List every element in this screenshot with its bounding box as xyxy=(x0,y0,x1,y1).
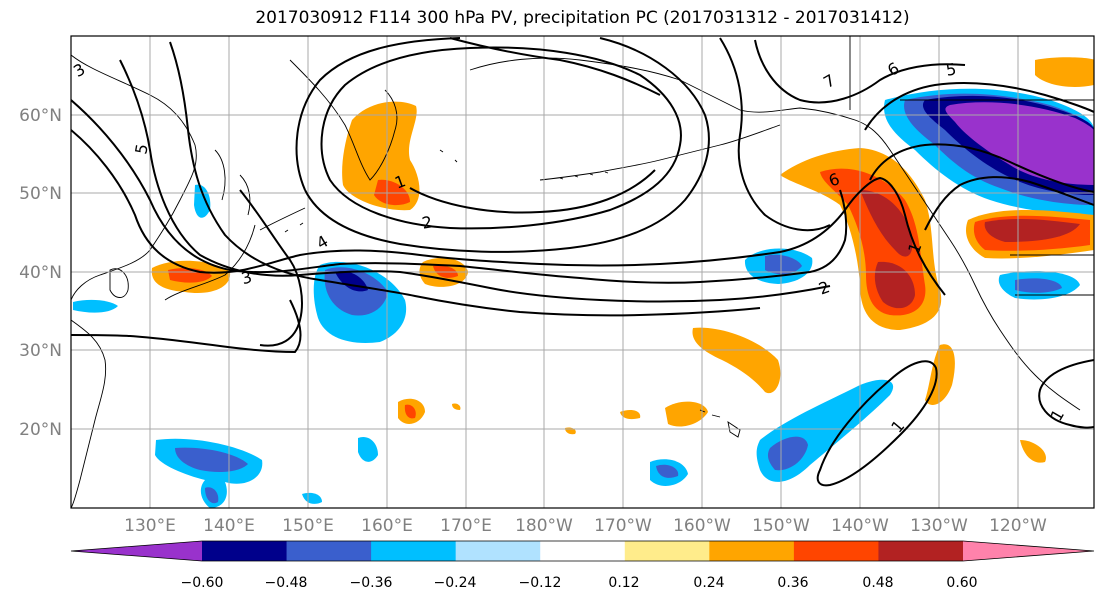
colorbar-tick-label: −0.12 xyxy=(519,575,562,591)
colorbar-segment xyxy=(624,541,710,561)
longitude-labels: 130°E 140°E 150°E 160°E 170°E 180°W 170°… xyxy=(124,516,1047,536)
map-frame xyxy=(70,35,1095,509)
lat-label-50n: 50°N xyxy=(19,184,62,204)
colorbar-segment xyxy=(878,541,964,561)
lon-label-140w: 140°W xyxy=(831,516,889,536)
lat-label-60n: 60°N xyxy=(19,106,62,126)
colorbar-tick-label: 0.48 xyxy=(862,575,893,591)
colorbar-segment xyxy=(455,541,541,561)
colorbar-segment xyxy=(286,541,372,561)
colorbar-outline xyxy=(70,540,1095,562)
colorbar-tick-label: −0.24 xyxy=(434,575,477,591)
lon-label-180w: 180°W xyxy=(515,516,573,536)
lon-label-160w: 160°W xyxy=(673,516,731,536)
lon-label-130e: 130°E xyxy=(124,516,176,536)
lon-label-150e: 150°E xyxy=(282,516,334,536)
lon-label-150w: 150°W xyxy=(752,516,810,536)
colorbar-tick-label: 0.24 xyxy=(693,575,724,591)
lat-label-20n: 20°N xyxy=(19,420,62,440)
map-title: 2017030912 F114 300 hPa PV, precipitatio… xyxy=(255,8,910,28)
lon-label-160e: 160°E xyxy=(361,516,413,536)
latitude-labels: 60°N 50°N 40°N 30°N 20°N xyxy=(19,106,62,440)
contour-label: 5 xyxy=(131,142,151,155)
colorbar-extend-low xyxy=(71,541,202,561)
colorbar-segment xyxy=(202,541,288,561)
contour-label: 3 xyxy=(239,267,254,288)
colorbar-extend-high xyxy=(963,541,1094,561)
colorbar-tick-label: −0.36 xyxy=(350,575,393,591)
precip-shading xyxy=(73,57,1094,508)
colorbar-tick-label: 0.60 xyxy=(946,575,977,591)
lon-label-130w: 130°W xyxy=(910,516,968,536)
colorbar-segment xyxy=(371,541,457,561)
lat-label-40n: 40°N xyxy=(19,263,62,283)
lon-label-170e: 170°E xyxy=(440,516,492,536)
colorbar-tick-labels: −0.60 −0.48 −0.36 −0.24 −0.12 0.12 0.24 … xyxy=(181,575,978,591)
pv-contours xyxy=(71,37,1094,487)
colorbar-segment xyxy=(793,541,879,561)
colorbar-tick-label: 0.12 xyxy=(608,575,639,591)
colorbar-tick-label: −0.60 xyxy=(181,575,224,591)
colorbar-tick-label: 0.36 xyxy=(777,575,808,591)
contour-label: 2 xyxy=(420,212,433,232)
lat-label-30n: 30°N xyxy=(19,341,62,361)
lon-label-120w: 120°W xyxy=(989,516,1047,536)
lon-label-170w: 170°W xyxy=(594,516,652,536)
colorbar: −0.60 −0.48 −0.36 −0.24 −0.12 0.12 0.24 … xyxy=(70,540,1095,591)
lon-label-140e: 140°E xyxy=(203,516,255,536)
coastlines xyxy=(71,36,1094,508)
colorbar-segment xyxy=(709,541,795,561)
colorbar-segment xyxy=(540,541,626,561)
colorbar-tick-label: −0.48 xyxy=(265,575,308,591)
contour-label: 5 xyxy=(944,59,957,79)
